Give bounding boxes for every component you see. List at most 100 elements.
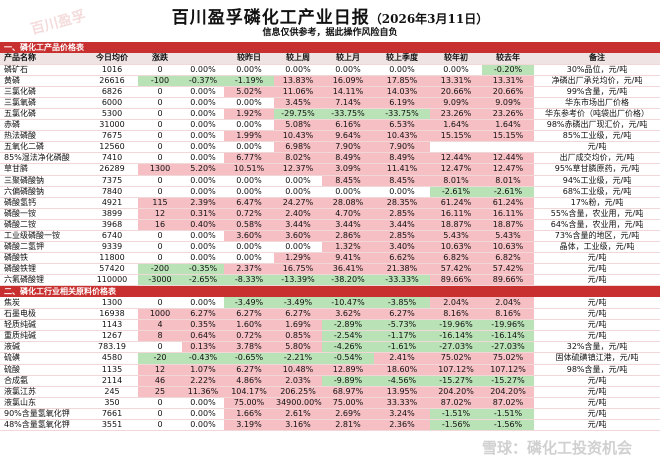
value-cell: 0 <box>138 130 182 143</box>
value-cell: 10.63% <box>430 241 482 254</box>
value-cell: 8.49% <box>322 152 374 165</box>
value-cell: 75.00% <box>224 397 274 409</box>
table-row: 黄磷 26616 -100 -0.37% -1.19% 13.83% 16.09% 17.85… <box>0 75 660 87</box>
table-row: 合成氨 2114 46 2.22% 4.86% 2.03% -9.89% -4.56% -15.… <box>0 375 660 387</box>
product-name: 焦炭 <box>0 297 86 310</box>
value-cell: 0.72% <box>224 208 274 220</box>
table-row: 磷酸铁锂 57420 -200 -0.35% 2.37% 16.75% 36.41% 21.3… <box>0 263 660 276</box>
value-cell: 2.04% <box>482 297 534 310</box>
value-cell: 15.15% <box>482 130 534 143</box>
value-cell: 3968 <box>86 219 138 232</box>
value-cell: 4 <box>138 319 182 332</box>
value-cell: 75.00% <box>322 397 374 409</box>
value-cell: 16938 <box>86 308 138 321</box>
value-cell: 25 <box>138 386 182 398</box>
value-cell: 0.00% <box>430 64 482 76</box>
table-row: 三聚磷酸钠 7375 0 0.00% 0.00% 0.00% 8.45% 8.45% 8.01%… <box>0 175 660 187</box>
product-name: 硫磺 <box>0 352 86 365</box>
value-cell: 16.11% <box>482 208 534 220</box>
value-cell: 0.00% <box>182 297 224 310</box>
value-cell: 13.31% <box>430 75 482 87</box>
value-cell: 0 <box>138 108 182 121</box>
value-cell: 0 <box>138 341 182 354</box>
table-row: 磷酸一铵 3899 12 0.31% 0.72% 2.40% 4.70% 2.85% 16.11… <box>0 208 660 220</box>
remark-cell: 元/吨 <box>534 375 660 387</box>
value-cell: 0.00% <box>182 408 224 421</box>
remark-cell: 元/吨 <box>534 397 660 409</box>
value-cell: 7.90% <box>322 141 374 154</box>
product-name: 三氯化磷 <box>0 86 86 98</box>
value-cell: 89.66% <box>482 274 534 287</box>
value-cell: 18.87% <box>482 219 534 232</box>
value-cell: 89.66% <box>430 274 482 287</box>
table-row: 石墨电极 16938 1000 6.27% 6.27% 6.27% 3.62% 6.27% 8.… <box>0 308 660 321</box>
value-cell: 2.41% <box>374 352 430 365</box>
value-cell: 6000 <box>86 97 138 109</box>
value-cell: 2.22% <box>182 375 224 387</box>
value-cell: -200 <box>138 263 182 276</box>
value-cell: 1143 <box>86 319 138 332</box>
value-cell: 0.00% <box>182 119 224 132</box>
product-name: 48%含量氢氧化钾 <box>0 419 86 432</box>
remark-cell: 55%含量，农业用，元/吨 <box>534 208 660 220</box>
remark-cell: 64%含量，农业用，元/吨 <box>534 219 660 232</box>
value-cell: 0.00% <box>182 152 224 165</box>
value-cell: 16 <box>138 219 182 232</box>
value-cell: -4.56% <box>374 375 430 387</box>
value-cell: 5300 <box>86 108 138 121</box>
value-cell: 61.24% <box>482 197 534 209</box>
value-cell: 33.33% <box>374 397 430 409</box>
product-name: 合成氨 <box>0 375 86 387</box>
table-row: 液氯江苏 245 25 11.36% 104.17% 206.25% 68.97% 13.95… <box>0 386 660 398</box>
value-cell: 11.41% <box>374 163 430 176</box>
value-cell: 2.86% <box>322 230 374 243</box>
value-cell: 115 <box>138 197 182 209</box>
remark-cell: 元/吨 <box>534 297 660 310</box>
remark-cell: 元/吨 <box>534 252 660 265</box>
value-cell: 1.07% <box>182 364 224 376</box>
value-cell: 23.26% <box>482 108 534 121</box>
value-cell: 1016 <box>86 64 138 76</box>
value-cell: 0 <box>138 230 182 243</box>
remark-cell: 固体硫磺镇江港，元/吨 <box>534 352 660 365</box>
product-name: 六偏磷酸钠 <box>0 186 86 198</box>
column-header: 备注 <box>534 53 660 65</box>
value-cell: 3.16% <box>274 419 322 432</box>
value-cell: 3.24% <box>374 408 430 421</box>
value-cell: 16.75% <box>274 263 322 276</box>
value-cell: 2114 <box>86 375 138 387</box>
value-cell: -9.89% <box>322 375 374 387</box>
value-cell: -0.37% <box>182 75 224 87</box>
value-cell: 3.09% <box>322 163 374 176</box>
value-cell: -19.96% <box>482 319 534 332</box>
product-name: 工业级磷酸一铵 <box>0 230 86 243</box>
value-cell: -3.85% <box>374 297 430 310</box>
column-header: 较昨日 <box>224 53 274 65</box>
value-cell: -33.33% <box>374 274 430 287</box>
value-cell: 2.36% <box>374 419 430 432</box>
value-cell: 6.77% <box>224 152 274 165</box>
remark-cell: 元/吨 <box>534 319 660 332</box>
value-cell: 1.32% <box>322 241 374 254</box>
product-name: 液氯山东 <box>0 397 86 409</box>
value-cell: 11.36% <box>182 386 224 398</box>
value-cell: 6.82% <box>430 252 482 265</box>
value-cell: -33.75% <box>374 108 430 121</box>
value-cell: 9.64% <box>322 130 374 143</box>
value-cell: 9339 <box>86 241 138 254</box>
value-cell: -2.61% <box>430 186 482 198</box>
table-row: 工业级磷酸一铵 6740 0 0.00% 3.60% 3.60% 2.86% 2.85% 5.4… <box>0 230 660 243</box>
table-row: 三氯氧磷 6000 0 0.00% 0.00% 3.45% 7.14% 6.19% 9.09% 9… <box>0 97 660 109</box>
value-cell: 6826 <box>86 86 138 98</box>
table-row: 赤磷 31000 0 0.00% 0.00% 5.08% 6.16% 6.53% 1.64% 1.… <box>0 119 660 132</box>
value-cell: -16.14% <box>482 330 534 343</box>
value-cell: -20 <box>138 352 182 365</box>
table-row: 磷酸铁 11800 0 0.00% 0.00% 1.29% 9.41% 6.62% 6.82% 6… <box>0 252 660 265</box>
product-name: 85%湿法净化磷酸 <box>0 152 86 165</box>
value-cell: -10.47% <box>322 297 374 310</box>
value-cell: 11800 <box>86 252 138 265</box>
value-cell: 13.95% <box>374 386 430 398</box>
value-cell: 12.89% <box>322 364 374 376</box>
value-cell: 1300 <box>86 297 138 310</box>
table-row: 三氯化磷 6826 0 0.00% 5.02% 11.06% 14.11% 14.03% 20.… <box>0 86 660 98</box>
